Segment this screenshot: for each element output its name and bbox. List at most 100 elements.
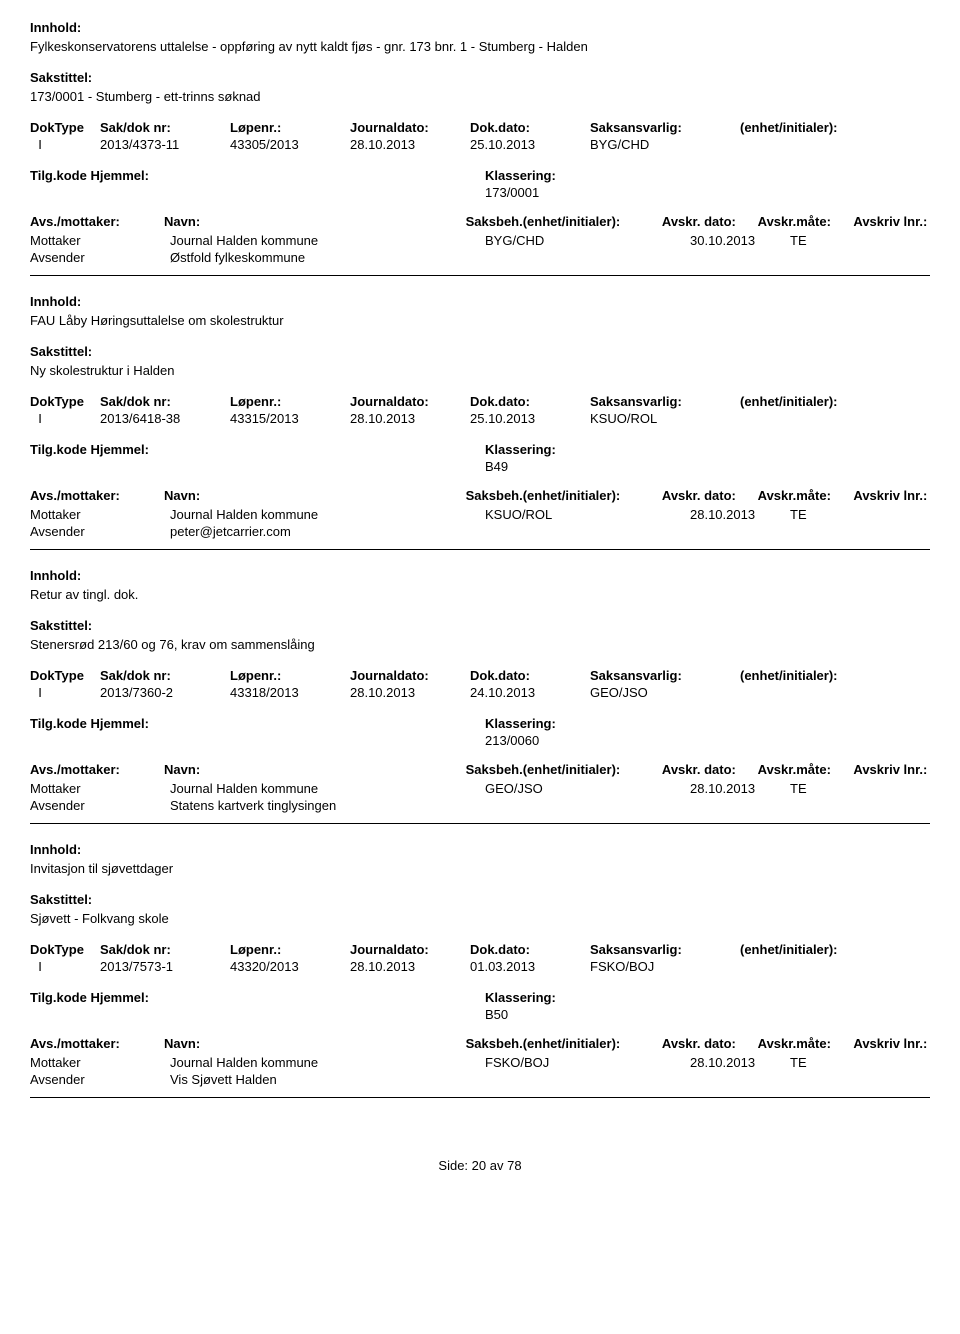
sakstittel-label: Sakstittel: bbox=[30, 344, 930, 359]
sakstittel-label: Sakstittel: bbox=[30, 70, 930, 85]
party-role: Avsender bbox=[30, 1072, 170, 1087]
hjemmel-label: Hjemmel: bbox=[90, 168, 149, 183]
values-row: I 2013/4373-11 43305/2013 28.10.2013 25.… bbox=[30, 137, 930, 152]
avs-header-row: Avs./mottaker: Navn: Saksbeh.(enhet/init… bbox=[30, 1036, 930, 1051]
party-role: Mottaker bbox=[30, 781, 170, 796]
party-row: Avsender Østfold fylkeskommune bbox=[30, 250, 930, 265]
tilg-row: Tilg.kode Hjemmel: Klassering: B50 bbox=[30, 990, 930, 1034]
footer-page: 20 bbox=[472, 1158, 486, 1173]
innhold-text: FAU Låby Høringsuttalelse om skolestrukt… bbox=[30, 313, 930, 328]
tilgkode-label: Tilg.kode bbox=[30, 442, 87, 457]
party-row: Mottaker Journal Halden kommune BYG/CHD … bbox=[30, 233, 930, 248]
avskr-mate-label: Avskr.måte: bbox=[758, 762, 854, 777]
record-divider bbox=[30, 1097, 930, 1098]
party-mate bbox=[790, 524, 890, 539]
lopenr-value: 43315/2013 bbox=[230, 411, 350, 426]
innhold-label: Innhold: bbox=[30, 20, 930, 35]
lopenr-header: Løpenr.: bbox=[230, 120, 350, 135]
tilg-row: Tilg.kode Hjemmel: Klassering: 213/0060 bbox=[30, 716, 930, 760]
klassering-label: Klassering: bbox=[485, 442, 885, 457]
party-row: Avsender peter@jetcarrier.com bbox=[30, 524, 930, 539]
avskr-dato-label: Avskr. dato: bbox=[662, 214, 758, 229]
journaldato-header: Journaldato: bbox=[350, 394, 470, 409]
avskr-mate-label: Avskr.måte: bbox=[758, 1036, 854, 1051]
klassering-value: 173/0001 bbox=[485, 185, 885, 200]
hjemmel-label: Hjemmel: bbox=[90, 716, 149, 731]
journaldato-header: Journaldato: bbox=[350, 120, 470, 135]
dokdato-value: 24.10.2013 bbox=[470, 685, 590, 700]
innhold-label: Innhold: bbox=[30, 842, 930, 857]
lopenr-value: 43318/2013 bbox=[230, 685, 350, 700]
dokdato-header: Dok.dato: bbox=[470, 120, 590, 135]
party-dato bbox=[690, 250, 790, 265]
hjemmel-label: Hjemmel: bbox=[90, 442, 149, 457]
tilgkode-label: Tilg.kode bbox=[30, 168, 87, 183]
journaldato-header: Journaldato: bbox=[350, 668, 470, 683]
party-saksbeh: BYG/CHD bbox=[485, 233, 690, 248]
party-name: Statens kartverk tinglysingen bbox=[170, 798, 485, 813]
party-saksbeh bbox=[485, 798, 690, 813]
sakstittel-text: Sjøvett - Folkvang skole bbox=[30, 911, 930, 926]
party-role: Avsender bbox=[30, 524, 170, 539]
avskr-dato-label: Avskr. dato: bbox=[662, 762, 758, 777]
doktype-header: DokType bbox=[30, 668, 100, 683]
lopenr-header: Løpenr.: bbox=[230, 394, 350, 409]
party-name: Journal Halden kommune bbox=[170, 781, 485, 796]
navn-label: Navn: bbox=[164, 762, 466, 777]
avskr-mate-label: Avskr.måte: bbox=[758, 214, 854, 229]
sakstittel-text: Ny skolestruktur i Halden bbox=[30, 363, 930, 378]
saksbeh-label: Saksbeh.(enhet/initialer): bbox=[466, 762, 662, 777]
avs-header-row: Avs./mottaker: Navn: Saksbeh.(enhet/init… bbox=[30, 762, 930, 777]
saksbeh-label: Saksbeh.(enhet/initialer): bbox=[466, 1036, 662, 1051]
saksansvarlig-value: GEO/JSO bbox=[590, 685, 740, 700]
klassering-label: Klassering: bbox=[485, 990, 885, 1005]
sakdok-value: 2013/7360-2 bbox=[100, 685, 230, 700]
lopenr-header: Løpenr.: bbox=[230, 942, 350, 957]
record-divider bbox=[30, 275, 930, 276]
party-saksbeh bbox=[485, 1072, 690, 1087]
sakdok-header: Sak/dok nr: bbox=[100, 668, 230, 683]
party-role: Avsender bbox=[30, 250, 170, 265]
saksansvarlig-header: Saksansvarlig: bbox=[590, 394, 740, 409]
doktype-value: I bbox=[30, 959, 50, 974]
klassering-value: 213/0060 bbox=[485, 733, 885, 748]
saksansvarlig-header: Saksansvarlig: bbox=[590, 120, 740, 135]
sakstittel-text: 173/0001 - Stumberg - ett-trinns søknad bbox=[30, 89, 930, 104]
innhold-text: Fylkeskonservatorens uttalelse - oppføri… bbox=[30, 39, 930, 54]
klassering-label: Klassering: bbox=[485, 716, 885, 731]
enhet-header: (enhet/initialer): bbox=[740, 120, 890, 135]
tilgkode-label: Tilg.kode bbox=[30, 716, 87, 731]
party-dato: 28.10.2013 bbox=[690, 781, 790, 796]
party-saksbeh: GEO/JSO bbox=[485, 781, 690, 796]
doktype-value: I bbox=[30, 685, 50, 700]
columns-header-row: DokType Sak/dok nr: Løpenr.: Journaldato… bbox=[30, 668, 930, 683]
party-saksbeh bbox=[485, 524, 690, 539]
navn-label: Navn: bbox=[164, 214, 466, 229]
tilgkode-label: Tilg.kode bbox=[30, 990, 87, 1005]
avs-mottaker-label: Avs./mottaker: bbox=[30, 488, 164, 503]
party-dato bbox=[690, 1072, 790, 1087]
klassering-label: Klassering: bbox=[485, 168, 885, 183]
footer-of: av bbox=[490, 1158, 504, 1173]
avskriv-lnr-label: Avskriv lnr.: bbox=[853, 1036, 930, 1051]
dokdato-value: 01.03.2013 bbox=[470, 959, 590, 974]
saksansvarlig-value: KSUO/ROL bbox=[590, 411, 740, 426]
party-row: Avsender Statens kartverk tinglysingen bbox=[30, 798, 930, 813]
journaldato-header: Journaldato: bbox=[350, 942, 470, 957]
party-dato: 28.10.2013 bbox=[690, 507, 790, 522]
values-row: I 2013/6418-38 43315/2013 28.10.2013 25.… bbox=[30, 411, 930, 426]
lopenr-value: 43320/2013 bbox=[230, 959, 350, 974]
party-mate: TE bbox=[790, 233, 890, 248]
party-role: Mottaker bbox=[30, 1055, 170, 1070]
saksansvarlig-value: FSKO/BOJ bbox=[590, 959, 740, 974]
party-name: peter@jetcarrier.com bbox=[170, 524, 485, 539]
lopenr-header: Løpenr.: bbox=[230, 668, 350, 683]
page-footer: Side: 20 av 78 bbox=[30, 1158, 930, 1173]
avs-mottaker-label: Avs./mottaker: bbox=[30, 1036, 164, 1051]
party-mate bbox=[790, 798, 890, 813]
doktype-header: DokType bbox=[30, 120, 100, 135]
innhold-text: Invitasjon til sjøvettdager bbox=[30, 861, 930, 876]
party-mate: TE bbox=[790, 507, 890, 522]
sakdok-header: Sak/dok nr: bbox=[100, 120, 230, 135]
enhet-header: (enhet/initialer): bbox=[740, 668, 890, 683]
